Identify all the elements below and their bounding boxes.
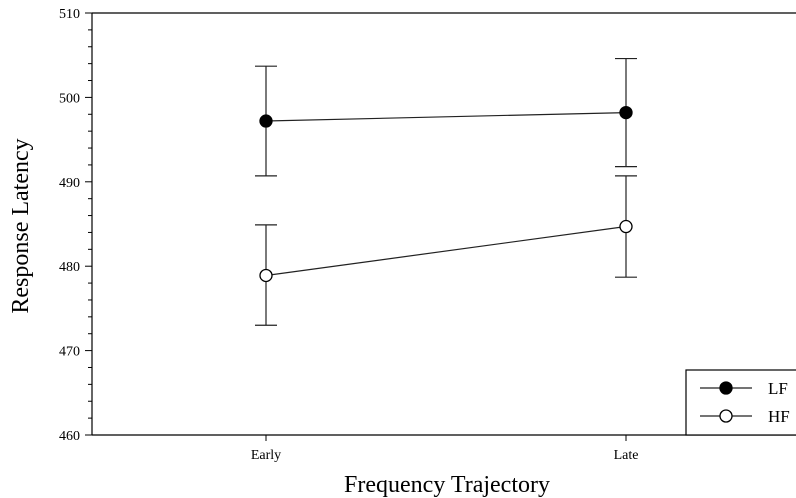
series-lf: [255, 57, 637, 177]
y-tick-label: 490: [59, 176, 80, 191]
y-axis-title: Response Latency: [8, 138, 34, 313]
y-tick-label: 460: [59, 429, 80, 444]
series-layer: [255, 57, 637, 326]
y-tick-label: 510: [59, 7, 80, 22]
series-line-hf: [265, 225, 627, 277]
legend-label: HF: [768, 407, 790, 426]
y-tick-label: 480: [59, 260, 80, 275]
data-point-hf: [259, 268, 273, 283]
x-tick-label-early: Early: [251, 448, 281, 463]
legend: LF HF: [685, 369, 796, 436]
series-line-lf: [265, 111, 627, 122]
legend-marker: [719, 409, 733, 423]
legend-entry-hf: HF: [700, 407, 790, 426]
data-point-lf: [619, 105, 633, 120]
data-point-lf: [259, 114, 273, 128]
x-axis-title: Frequency Trajectory: [344, 472, 550, 498]
legend-entry-lf: LF: [700, 379, 788, 398]
legend-marker: [719, 381, 733, 395]
y-tick-label: 470: [59, 345, 80, 360]
legend-label: LF: [768, 379, 788, 398]
x-tick-label-late: Late: [614, 448, 639, 463]
y-tick-label: 500: [59, 91, 80, 106]
legend-box: [685, 369, 796, 436]
axes: 460 470 480 490 500 510 Early Late: [59, 7, 796, 463]
series-hf: [255, 175, 637, 326]
data-point-hf: [619, 219, 633, 234]
